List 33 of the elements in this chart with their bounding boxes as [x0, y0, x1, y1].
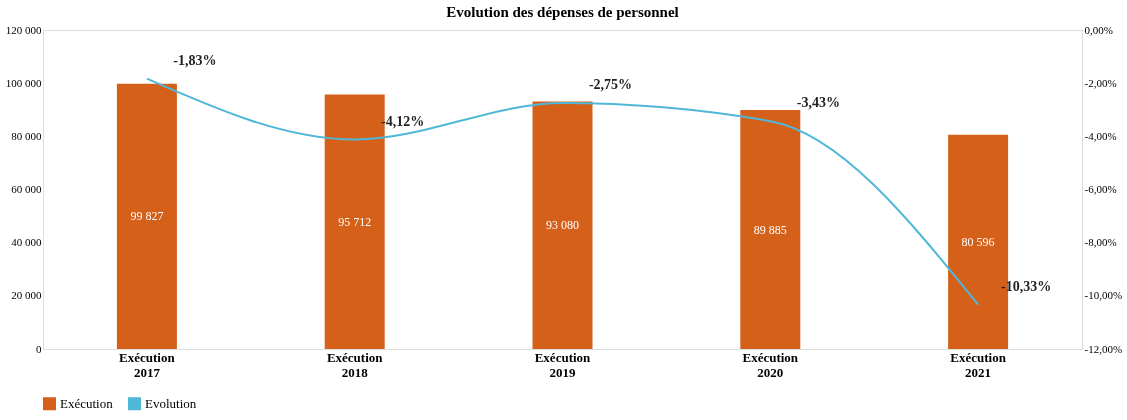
legend-label: Exécution: [60, 395, 114, 411]
data-label: 95 712: [338, 214, 372, 229]
y2-tick-label: -12,00%: [1084, 342, 1123, 355]
chart-title: Evolution des dépenses de personnel: [446, 4, 679, 20]
bar: [740, 110, 801, 349]
y2-tick-label: -2,00%: [1084, 76, 1117, 89]
y-tick-label: 20 000: [11, 289, 42, 302]
y2-tick-label: -10,00%: [1084, 289, 1123, 302]
y-tick-label: 80 000: [11, 129, 42, 142]
data-label: -3,43%: [796, 95, 840, 111]
x-tick-label: Exécution 2018: [326, 349, 384, 380]
x-tick-label: Exécution 2021: [950, 349, 1007, 380]
y2-tick-label: -8,00%: [1084, 236, 1117, 249]
y-tick-label: 60 000: [11, 183, 42, 195]
x-tick-label: Exécution 2020: [742, 349, 799, 380]
y-tick-label: 120 000: [5, 23, 42, 36]
y-tick-label: 0: [36, 342, 42, 355]
y-tick-label: 40 000: [11, 236, 42, 249]
data-label: -1,83%: [173, 52, 217, 68]
data-label: 89 885: [753, 222, 787, 237]
y2-tick-label: -6,00%: [1084, 183, 1117, 195]
legend-label: Evolution: [145, 395, 197, 411]
y2-tick-label: -4,00%: [1084, 129, 1117, 142]
x-tick-label: Exécution 2017: [119, 349, 176, 380]
bar: [532, 101, 593, 349]
x-tick-label: Exécution 2019: [534, 349, 592, 380]
data-label: 80 596: [961, 234, 995, 249]
y2-tick-label: 0,00%: [1084, 23, 1113, 36]
bar: [116, 83, 177, 349]
data-label: 93 080: [546, 218, 579, 233]
y-tick-label: 100 000: [5, 76, 42, 89]
data-label: 99 827: [130, 209, 164, 224]
data-label: -2,75%: [588, 77, 633, 93]
